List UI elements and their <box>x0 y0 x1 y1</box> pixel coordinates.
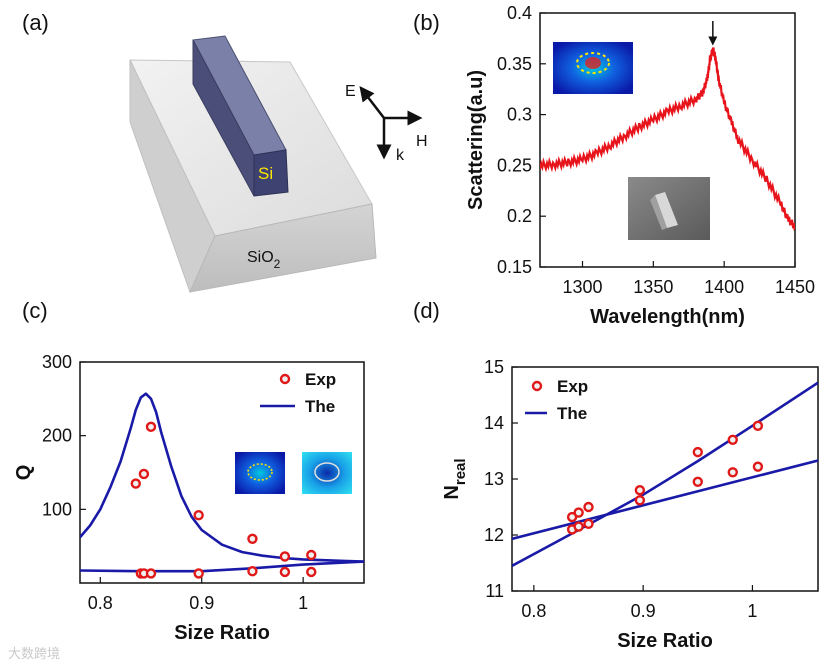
y-tick-label: 0.3 <box>507 105 532 125</box>
exp-data-point <box>573 521 584 532</box>
k-vector-label: k <box>396 147 405 164</box>
exp-data-point <box>752 420 764 431</box>
y-tick-label: 0.4 <box>507 3 532 23</box>
exp-data-point <box>692 476 703 487</box>
field-axes-icon <box>359 86 423 160</box>
sem-image-inset <box>628 177 710 240</box>
y-tick-label: 300 <box>42 352 72 372</box>
panel-b: (b) 1300 1350 1400 1450 0.15 0.2 0.25 0.3 0.35 0.… <box>413 3 815 328</box>
y-tick-label: 200 <box>42 426 72 446</box>
panel-c: (c) 0.8 0.9 1 100 200 300 Size Ratio Q Exp The <box>13 298 365 644</box>
y-axis-label: Q <box>13 465 35 481</box>
plot-frame-c <box>79 361 365 584</box>
plot-frame-d <box>511 366 819 592</box>
chart-c: 0.8 0.9 1 100 200 300 Size Ratio Q Exp The <box>13 352 365 644</box>
exp-data-point <box>692 446 703 458</box>
y-tick-label: 14 <box>484 413 504 433</box>
legend-exp-label: Exp <box>305 370 336 389</box>
y-tick-label: 13 <box>484 469 504 489</box>
x-tick-label: 1 <box>298 593 308 613</box>
legend-exp-marker <box>279 373 291 385</box>
exp-data-point <box>634 485 646 496</box>
y-tick-label: 12 <box>484 525 504 545</box>
x-axis-label: Wavelength(nm) <box>590 306 745 328</box>
y-tick-label: 0.15 <box>497 257 532 277</box>
theory-curve <box>512 459 818 541</box>
y-axis-label: Nreal <box>441 458 469 499</box>
field-map-inset-c2 <box>302 452 352 494</box>
exp-data-point <box>130 478 141 489</box>
panel-d-label: (d) <box>413 298 440 323</box>
legend-exp-label: Exp <box>557 377 588 396</box>
field-map-inset-c1 <box>235 452 285 494</box>
exp-data-point <box>727 467 738 478</box>
exp-data-point <box>247 566 258 577</box>
sio2-label: SiO2 <box>247 249 281 271</box>
si-label: Si <box>258 164 273 183</box>
exp-data-point <box>279 551 291 562</box>
panel-b-label: (b) <box>413 10 440 35</box>
plot-frame-b <box>539 12 796 268</box>
x-tick-label: 1 <box>747 601 757 621</box>
exp-data-point <box>145 421 157 433</box>
field-map-inset-b <box>553 42 633 94</box>
exp-data-point <box>752 461 764 472</box>
exp-data-point <box>279 566 291 578</box>
y-tick-label: 11 <box>485 581 504 601</box>
e-field-label: E <box>345 83 356 100</box>
x-tick-label: 0.9 <box>189 593 214 613</box>
x-tick-label: 1450 <box>775 277 815 297</box>
panel-a-label: (a) <box>22 10 49 35</box>
y-tick-label: 15 <box>484 357 504 377</box>
x-axis-label: Size Ratio <box>174 622 270 644</box>
exp-data-point <box>138 468 150 480</box>
si-waveguide-front <box>253 149 289 197</box>
watermark-text: 大数跨境 <box>8 647 60 662</box>
exp-data-point <box>727 434 738 445</box>
y-tick-label: 0.35 <box>497 54 532 74</box>
exp-data-point <box>193 510 204 521</box>
legend-exp-marker <box>531 380 543 392</box>
legend-the-label: The <box>557 404 587 423</box>
exp-data-point <box>145 568 157 579</box>
exp-data-point <box>193 568 204 579</box>
chart-b: 1300 1350 1400 1450 0.15 0.2 0.25 0.3 0.35 0.4 Wav… <box>465 3 815 328</box>
exp-data-point <box>634 495 646 506</box>
panel-c-label: (c) <box>22 298 48 323</box>
exp-data-point <box>583 501 594 513</box>
x-tick-label: 0.8 <box>88 593 113 613</box>
x-tick-label: 0.8 <box>521 601 546 621</box>
exp-data-point <box>306 549 317 561</box>
panel-a: (a) Si SiO2 E H k <box>22 10 428 294</box>
theory-curve <box>512 381 818 567</box>
x-tick-label: 1350 <box>633 277 673 297</box>
legend-the-label: The <box>305 397 335 416</box>
exp-data-point <box>306 566 317 578</box>
exp-data-point <box>573 507 584 518</box>
y-tick-label: 0.2 <box>507 206 532 226</box>
y-axis-label: Scattering(a.u) <box>465 70 487 210</box>
y-tick-label: 0.25 <box>497 155 532 175</box>
sio2-slab-front <box>189 203 377 293</box>
exp-data-point <box>247 533 258 544</box>
x-tick-label: 0.9 <box>631 601 656 621</box>
theory-curve <box>80 560 364 573</box>
x-tick-label: 1300 <box>562 277 602 297</box>
x-axis-label: Size Ratio <box>617 630 713 652</box>
series-line-scattering <box>540 47 795 232</box>
exp-data-point <box>583 518 594 529</box>
h-field-label: H <box>416 133 428 150</box>
x-tick-label: 1400 <box>704 277 744 297</box>
y-tick-label: 100 <box>42 499 72 519</box>
